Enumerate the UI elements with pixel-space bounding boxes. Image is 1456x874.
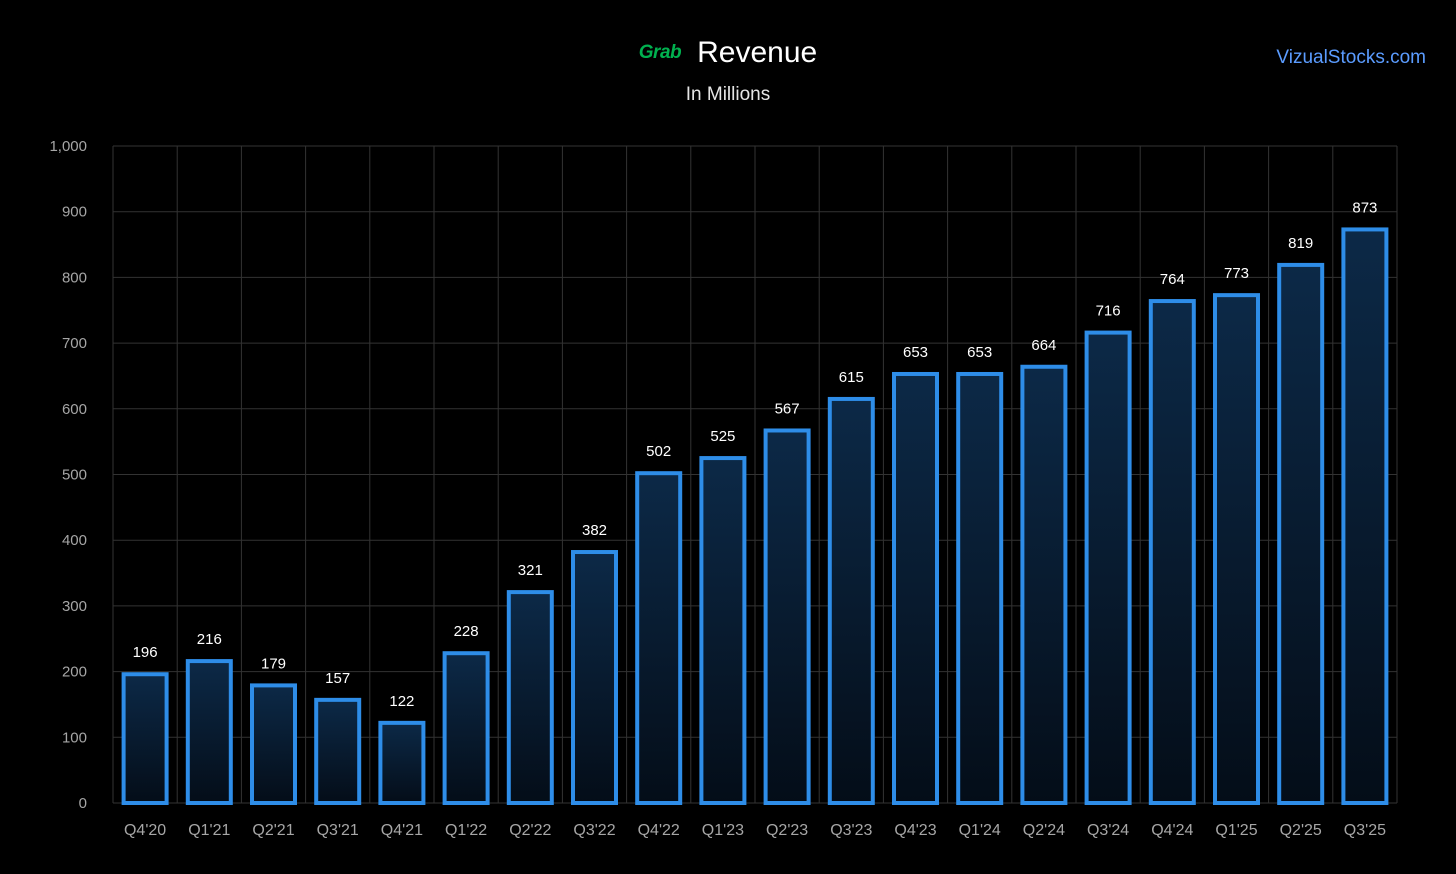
bar-value-label: 653 (967, 344, 992, 361)
x-tick-label: Q2'23 (766, 822, 808, 839)
bar (571, 550, 618, 805)
bar (442, 651, 490, 805)
bar-value-label: 122 (389, 693, 414, 710)
bar-value-label: 157 (325, 670, 350, 687)
x-tick-label: Q3'25 (1344, 822, 1386, 839)
x-tick-label: Q2'22 (509, 822, 551, 839)
y-tick-label: 900 (62, 204, 87, 221)
y-tick-label: 500 (62, 467, 87, 484)
bar-value-label: 764 (1160, 271, 1185, 288)
bar-value-label: 321 (518, 562, 543, 579)
bar-value-label: 502 (646, 443, 671, 460)
x-tick-label: Q2'24 (1023, 822, 1065, 839)
x-tick-label: Q4'21 (381, 822, 423, 839)
bar (378, 720, 426, 806)
bar (185, 659, 233, 806)
x-tick-label: Q1'23 (702, 822, 744, 839)
x-tick-label: Q3'22 (573, 822, 615, 839)
x-tick-label: Q4'20 (124, 822, 166, 839)
bar (506, 590, 554, 806)
x-tick-label: Q2'25 (1280, 822, 1322, 839)
x-tick-label: Q4'24 (1151, 822, 1193, 839)
bar-value-label: 382 (582, 522, 607, 539)
y-tick-label: 700 (62, 335, 87, 352)
bar-value-label: 653 (903, 344, 928, 361)
x-tick-label: Q4'23 (894, 822, 936, 839)
bar-value-label: 196 (133, 644, 158, 661)
bar (1084, 330, 1132, 805)
y-tick-label: 100 (62, 729, 87, 746)
bar-value-label: 819 (1288, 235, 1313, 252)
y-tick-label: 1,000 (49, 138, 87, 155)
y-tick-label: 800 (62, 269, 87, 286)
bar (1277, 262, 1325, 805)
bar (1341, 227, 1389, 805)
bar-value-label: 873 (1352, 199, 1377, 216)
y-tick-label: 600 (62, 401, 87, 418)
x-tick-label: Q3'24 (1087, 822, 1129, 839)
bar (121, 672, 169, 806)
bar (1213, 293, 1260, 805)
bar (892, 371, 939, 805)
bar (956, 371, 1004, 805)
x-tick-label: Q1'24 (959, 822, 1001, 839)
bar-value-label: 228 (454, 623, 479, 640)
bar (699, 456, 747, 805)
bar-value-label: 525 (710, 428, 735, 445)
bar (827, 396, 875, 805)
y-tick-label: 0 (79, 795, 87, 812)
bar (314, 697, 362, 806)
x-tick-label: Q3'21 (317, 822, 359, 839)
chart-header: Grab Revenue In Millions VizualStocks.co… (0, 0, 1456, 120)
grid-layer (112, 145, 1398, 804)
x-tick-label: Q1'21 (188, 822, 230, 839)
label-layer: 196 216 179 157 122 228 321 382 502 525 567 615 653 6… (133, 199, 1378, 709)
x-tick-label: Q3'23 (830, 822, 872, 839)
bar-value-label: 615 (839, 369, 864, 386)
x-tick-label: Q2'21 (252, 822, 294, 839)
watermark-link[interactable]: VizualStocks.com (1276, 47, 1426, 68)
y-tick-label: 400 (62, 532, 87, 549)
title-row: Grab Revenue (0, 36, 1456, 70)
bar-value-label: 664 (1031, 337, 1056, 354)
x-tick-label: Q1'25 (1215, 822, 1257, 839)
bar-value-label: 179 (261, 655, 286, 672)
grab-logo: Grab (638, 42, 682, 63)
y-tick-label: 300 (62, 598, 87, 615)
bar (1148, 299, 1196, 805)
bar (635, 471, 683, 805)
bar-value-label: 716 (1096, 303, 1121, 320)
x-tick-label: Q4'22 (638, 822, 680, 839)
bar (250, 683, 297, 805)
chart-subtitle: In Millions (685, 84, 771, 105)
bar (1020, 364, 1068, 805)
x-tick-label: Q1'22 (445, 822, 487, 839)
y-tick-label: 200 (62, 664, 87, 681)
bar-value-label: 773 (1224, 265, 1249, 282)
bar-layer (121, 227, 1389, 806)
bar-value-label: 216 (197, 631, 222, 648)
chart-title: Revenue (697, 36, 818, 69)
bar (763, 428, 811, 805)
axis-layer: 0 100 200 300 400 500 600 700 800 900 1,000 Q4'20 Q1… (49, 138, 1386, 839)
bar-value-label: 567 (775, 400, 800, 417)
